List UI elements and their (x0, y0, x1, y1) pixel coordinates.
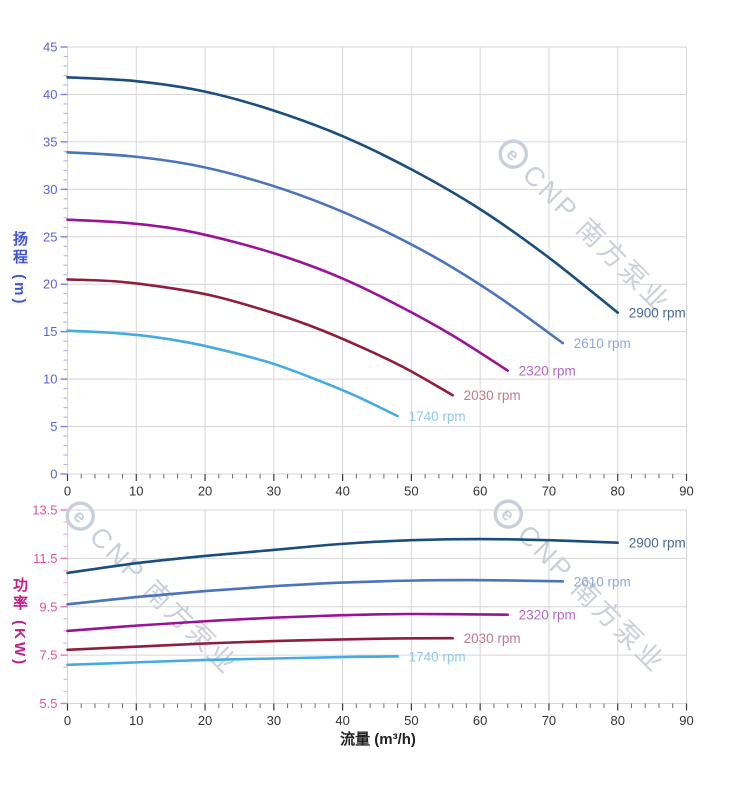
head-curve-label-1740rpm: 1740 rpm (409, 409, 466, 424)
head-y-tick-label: 0 (50, 467, 57, 482)
power-y-tick-label: 11.5 (33, 551, 57, 566)
svg-text:e: e (502, 144, 523, 165)
head-x-tick-label: 10 (129, 484, 143, 499)
power-axis-title: 功率 (KW) (11, 577, 28, 668)
head-curve-2610rpm (66, 151, 564, 345)
head-x-tick-label: 50 (404, 484, 418, 499)
head-x-tick-label: 0 (64, 484, 71, 499)
power-curve-label-2320rpm: 2320 rpm (519, 608, 576, 623)
power-chart-axes: 0 10 20 30 40 50 60 70 80 90 5.5 7.5 9.5 11.5 13.5 (32, 503, 694, 729)
power-x-tick-label: 20 (198, 713, 212, 728)
head-curve-label-2030rpm: 2030 rpm (464, 388, 521, 403)
head-curve-2030rpm (66, 278, 454, 397)
power-curve-2320rpm (66, 612, 509, 633)
head-chart-axes: 0 10 20 30 40 50 60 70 80 90 0 5 10 15 20 25 30 35 40 45 (43, 40, 694, 499)
head-x-tick-label: 20 (198, 484, 212, 499)
head-x-tick-label: 90 (679, 484, 693, 499)
head-curve-2320rpm (66, 218, 509, 372)
head-curve-2900rpm (66, 76, 620, 314)
flow-axis-title: 流量 (m³/h) (340, 731, 416, 748)
power-x-tick-label: 50 (404, 713, 418, 728)
power-x-tick-label: 30 (267, 713, 281, 728)
power-x-tick-label: 10 (129, 713, 143, 728)
head-x-tick-label: 80 (610, 484, 624, 499)
head-curve-label-2900rpm: 2900 rpm (629, 306, 686, 321)
head-y-tick-label: 35 (43, 134, 57, 149)
power-x-tick-label: 0 (64, 713, 71, 728)
power-x-tick-label: 80 (610, 713, 624, 728)
head-y-tick-label: 40 (43, 87, 57, 102)
power-y-tick-label: 9.5 (39, 599, 57, 614)
power-y-tick-label: 7.5 (39, 648, 57, 663)
power-curve-label-2030rpm: 2030 rpm (464, 631, 521, 646)
power-y-tick-label: 13.5 (32, 503, 57, 518)
power-curve-label-2900rpm: 2900 rpm (629, 536, 686, 551)
power-curve-1740rpm (66, 655, 399, 667)
power-x-tick-label: 70 (542, 713, 556, 728)
head-x-tick-label: 60 (473, 484, 487, 499)
grid-axes-layer: 0 10 20 30 40 50 60 70 80 90 0 5 10 15 20 25 30 35 40 45 0 10… (32, 40, 694, 729)
head-y-tick-label: 45 (43, 40, 57, 55)
head-curve-label-2320rpm: 2320 rpm (519, 364, 576, 379)
power-chart-curves: 2900 rpm 2610 rpm 2320 rpm 2030 rpm 1740 rpm (66, 536, 686, 667)
head-chart-curves: 2900 rpm 2610 rpm 2320 rpm 2030 rpm 1740 rpm (66, 76, 686, 424)
power-y-tick-label: 5.5 (39, 696, 57, 711)
head-y-tick-label: 20 (43, 277, 57, 292)
power-curve-2900rpm (66, 537, 620, 575)
power-curve-label-1740rpm: 1740 rpm (409, 649, 466, 664)
head-y-tick-label: 25 (43, 229, 57, 244)
curves-layer: 2900 rpm 2610 rpm 2320 rpm 2030 rpm 1740 rpm… (66, 76, 686, 667)
head-x-tick-label: 40 (335, 484, 349, 499)
head-curve-label-2610rpm: 2610 rpm (574, 336, 631, 351)
power-x-tick-label: 40 (335, 713, 349, 728)
power-x-tick-label: 90 (679, 713, 693, 728)
head-y-tick-label: 10 (43, 372, 57, 387)
head-y-tick-label: 5 (50, 419, 57, 434)
power-x-tick-label: 60 (473, 713, 487, 728)
head-x-tick-label: 30 (267, 484, 281, 499)
svg-text:e: e (497, 504, 518, 525)
head-axis-title: 扬程 (m) (11, 231, 28, 307)
head-curve-1740rpm (66, 329, 399, 418)
power-curve-label-2610rpm: 2610 rpm (574, 574, 631, 589)
head-y-tick-label: 15 (43, 324, 57, 339)
power-curve-2030rpm (66, 636, 454, 652)
svg-text:e: e (69, 506, 90, 527)
power-curve-2610rpm (66, 578, 564, 606)
head-x-tick-label: 70 (542, 484, 556, 499)
head-y-tick-label: 30 (43, 182, 57, 197)
